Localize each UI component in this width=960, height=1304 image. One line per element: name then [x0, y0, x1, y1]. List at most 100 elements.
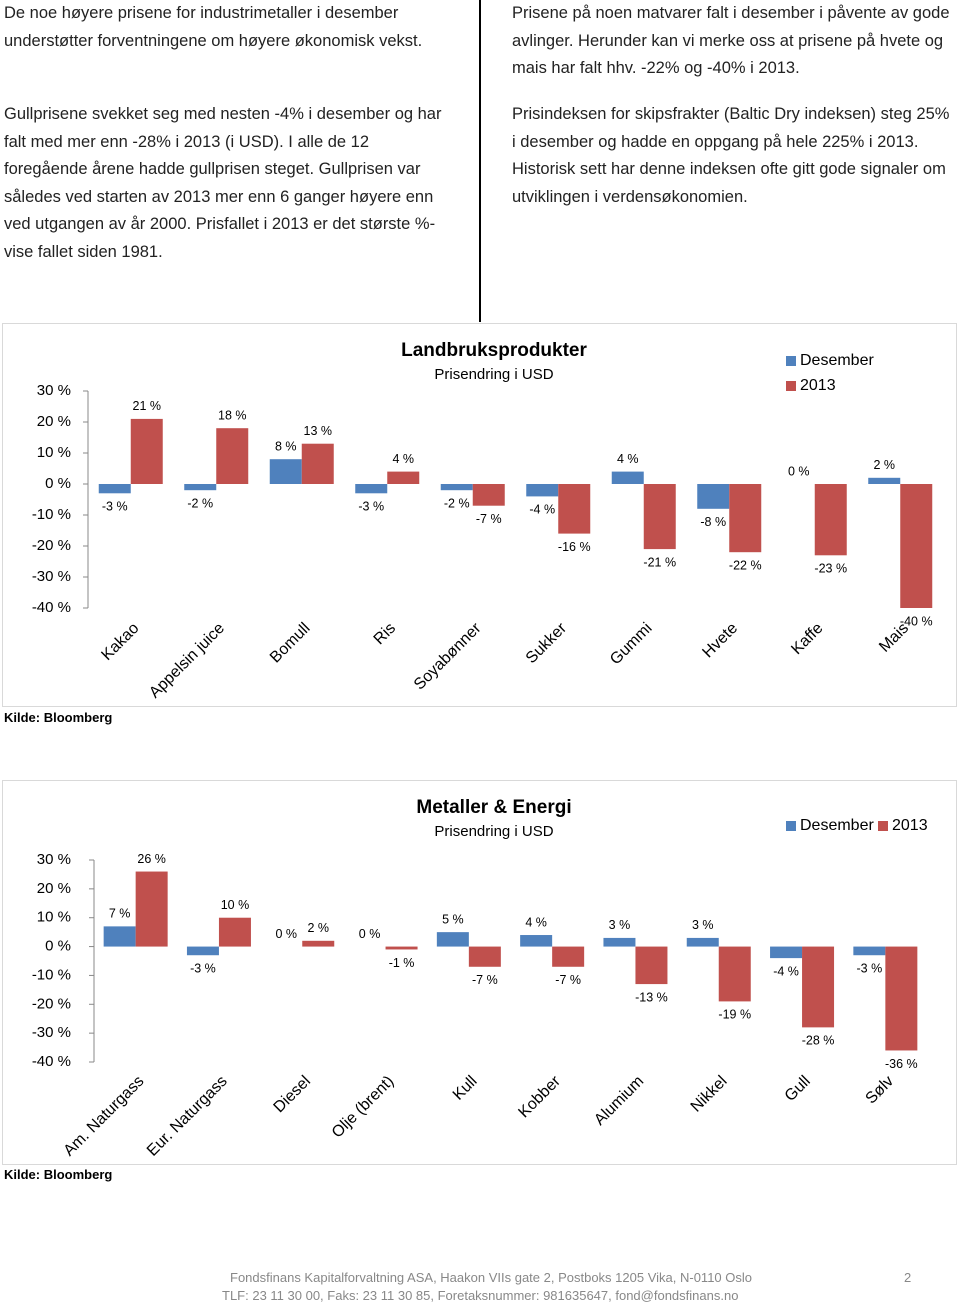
y-tick-label: -30 % [32, 568, 71, 585]
x-tick-label: Olje (brent) [329, 1073, 398, 1142]
bar [385, 946, 418, 950]
value-label: -19 % [718, 1008, 751, 1022]
bar [436, 932, 469, 947]
value-label: 0 % [275, 927, 297, 941]
value-label: 3 % [609, 918, 631, 932]
bar [520, 935, 553, 947]
value-label: 0 % [788, 464, 810, 478]
y-tick-label: -20 % [32, 995, 71, 1012]
x-tick-label: Diesel [271, 1073, 314, 1116]
x-tick-label: Appelsin juice [146, 620, 228, 702]
y-tick-label: 20 % [37, 880, 71, 897]
bar [186, 946, 219, 956]
bar [216, 428, 249, 484]
y-tick-label: -20 % [32, 537, 71, 554]
x-tick-label: Ris [371, 620, 399, 648]
x-tick-label: Kull [450, 1073, 481, 1104]
bar [130, 418, 163, 484]
x-tick-label: Nikkel [688, 1073, 731, 1116]
value-label: -8 % [700, 515, 726, 529]
x-tick-label: Am. Naturgass [61, 1073, 148, 1160]
bar [526, 484, 559, 497]
bar [468, 946, 501, 967]
value-label: -3 % [358, 500, 384, 514]
value-label: -3 % [856, 962, 882, 976]
bar [853, 946, 886, 956]
bar [770, 946, 803, 959]
value-label: 2 % [307, 921, 329, 935]
x-tick-label: Eur. Naturgass [144, 1073, 231, 1160]
bar [103, 926, 136, 947]
value-label: 26 % [137, 852, 166, 866]
value-label: 2 % [873, 458, 895, 472]
source: Kilde: Bloomberg [4, 1167, 113, 1182]
value-label: -7 % [476, 512, 502, 526]
value-label: 13 % [304, 424, 333, 438]
value-label: 4 % [392, 452, 414, 466]
value-label: -2 % [187, 496, 213, 510]
source: Kilde: Bloomberg [4, 710, 113, 725]
value-label: 7 % [109, 907, 131, 921]
x-tick-label: Sølv [863, 1073, 898, 1108]
value-label: -13 % [635, 990, 668, 1004]
bar [643, 484, 676, 550]
x-tick-label: Bomull [267, 620, 314, 667]
legend-swatch [878, 821, 888, 831]
paragraph: Prisindeksen for skipsfrakter (Baltic Dr… [512, 105, 950, 206]
value-label: -3 % [190, 962, 216, 976]
x-tick-label: Alumium [591, 1073, 647, 1129]
value-label: 4 % [525, 915, 547, 929]
column-divider [479, 0, 481, 322]
value-label: -4 % [529, 503, 555, 517]
bar [611, 471, 644, 484]
value-label: -2 % [444, 496, 470, 510]
bar [552, 946, 585, 967]
y-tick-label: 30 % [37, 382, 71, 399]
value-label: -28 % [802, 1034, 835, 1048]
value-label: 0 % [359, 927, 381, 941]
x-tick-label: Gummi [607, 620, 655, 668]
chart-subtitle: Prisendring i USD [434, 823, 553, 840]
y-tick-label: 0 % [45, 938, 71, 955]
chart: Landbruksprodukter Prisendring i USD -40 %… [2, 323, 957, 707]
y-tick-label: 20 % [37, 413, 71, 430]
y-tick-label: -10 % [32, 506, 71, 523]
bar [802, 946, 835, 1028]
y-tick-label: 10 % [37, 909, 71, 926]
bar [686, 937, 719, 947]
value-label: -1 % [389, 956, 415, 970]
value-label: -7 % [555, 973, 581, 987]
chart-title: Metaller & Energi [416, 797, 571, 818]
y-tick-label: 0 % [45, 475, 71, 492]
y-tick-label: -10 % [32, 966, 71, 983]
bar [558, 484, 591, 534]
bar [98, 484, 131, 494]
x-tick-label: Soyabønner [411, 619, 485, 693]
legend-label: 2013 [892, 817, 928, 834]
footer-address: Fondsfinans Kapitalforvaltning ASA, Haak… [230, 1270, 752, 1285]
value-label: -3 % [102, 500, 128, 514]
x-tick-label: Kakao [98, 620, 142, 664]
chart: Metaller & Energi Prisendring i USD -40 % -… [2, 780, 957, 1165]
legend-label: Desember [800, 817, 874, 834]
legend-swatch [786, 821, 796, 831]
y-tick-label: -40 % [32, 1053, 71, 1070]
bar [355, 484, 388, 494]
value-label: 18 % [218, 408, 247, 422]
value-label: -40 % [900, 614, 933, 628]
bar [814, 484, 847, 556]
paragraph: Prisene på noen matvarer falt i desember… [512, 4, 950, 77]
y-tick-label: -40 % [32, 599, 71, 616]
legend-label: Desember [800, 352, 874, 369]
value-label: 10 % [221, 898, 250, 912]
legend-swatch [786, 356, 796, 366]
bar [885, 946, 918, 1051]
x-tick-label: Sukker [523, 619, 571, 667]
y-tick-label: 10 % [37, 444, 71, 461]
bar [868, 477, 901, 484]
bar [440, 484, 473, 491]
bar [387, 471, 420, 484]
value-label: 8 % [275, 439, 297, 453]
value-label: 3 % [692, 918, 714, 932]
